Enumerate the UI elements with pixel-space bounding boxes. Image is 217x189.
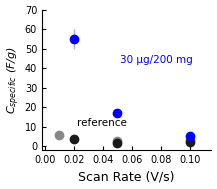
Y-axis label: $C_{specific}$ (F/g): $C_{specific}$ (F/g) bbox=[6, 46, 22, 114]
X-axis label: Scan Rate (V/s): Scan Rate (V/s) bbox=[79, 170, 175, 184]
Text: 30 μg/200 mg: 30 μg/200 mg bbox=[120, 55, 193, 65]
Text: reference: reference bbox=[77, 118, 127, 128]
